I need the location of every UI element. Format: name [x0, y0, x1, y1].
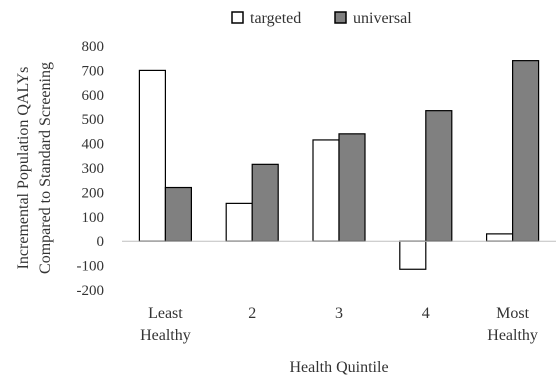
y-tick-label: 700: [82, 63, 105, 79]
bar-targeted: [138, 69, 166, 242]
y-tick-label: 400: [82, 137, 105, 153]
y-tick-label: -200: [77, 283, 105, 299]
bar-universal: [338, 133, 366, 242]
y-tick-label: 300: [82, 161, 105, 177]
bar-universal: [164, 186, 192, 242]
y-tick-label: 600: [82, 88, 105, 104]
legend-label-universal: universal: [353, 10, 412, 27]
y-axis-title: Incremental Population QALYs Compared to …: [15, 62, 54, 274]
bar-universal: [511, 60, 540, 242]
y-tick-label: 800: [82, 39, 105, 55]
y-tick-label: 200: [82, 185, 105, 201]
y-axis-ticks: -200 -100 0 100 200 300 400 500 600 700 800: [77, 39, 105, 299]
bar-universal: [425, 110, 453, 242]
bar-targeted: [225, 202, 253, 242]
x-category-label: 2: [248, 305, 256, 322]
x-axis-categories: Least Healthy 2 3 4 Most Healthy: [140, 305, 538, 344]
x-axis-title: Health Quintile: [289, 359, 388, 376]
bars: [138, 60, 540, 270]
x-category-label: Most Healthy: [487, 305, 538, 344]
x-category-label: 4: [422, 305, 430, 322]
y-tick-label: -100: [77, 259, 105, 275]
legend-swatch-universal: [334, 11, 347, 24]
y-tick-label: 0: [97, 234, 105, 250]
bar-targeted: [399, 240, 427, 270]
y-tick-label: 100: [82, 210, 105, 226]
x-category-label: 3: [335, 305, 343, 322]
x-category-label: Least Healthy: [140, 305, 191, 344]
bar-targeted: [486, 233, 514, 242]
legend-label-targeted: targeted: [250, 10, 301, 27]
bar-targeted: [312, 139, 340, 242]
legend: targeted universal: [231, 10, 412, 27]
legend-swatch-targeted: [231, 11, 244, 24]
bar-universal: [251, 163, 279, 242]
y-tick-label: 500: [82, 112, 105, 128]
